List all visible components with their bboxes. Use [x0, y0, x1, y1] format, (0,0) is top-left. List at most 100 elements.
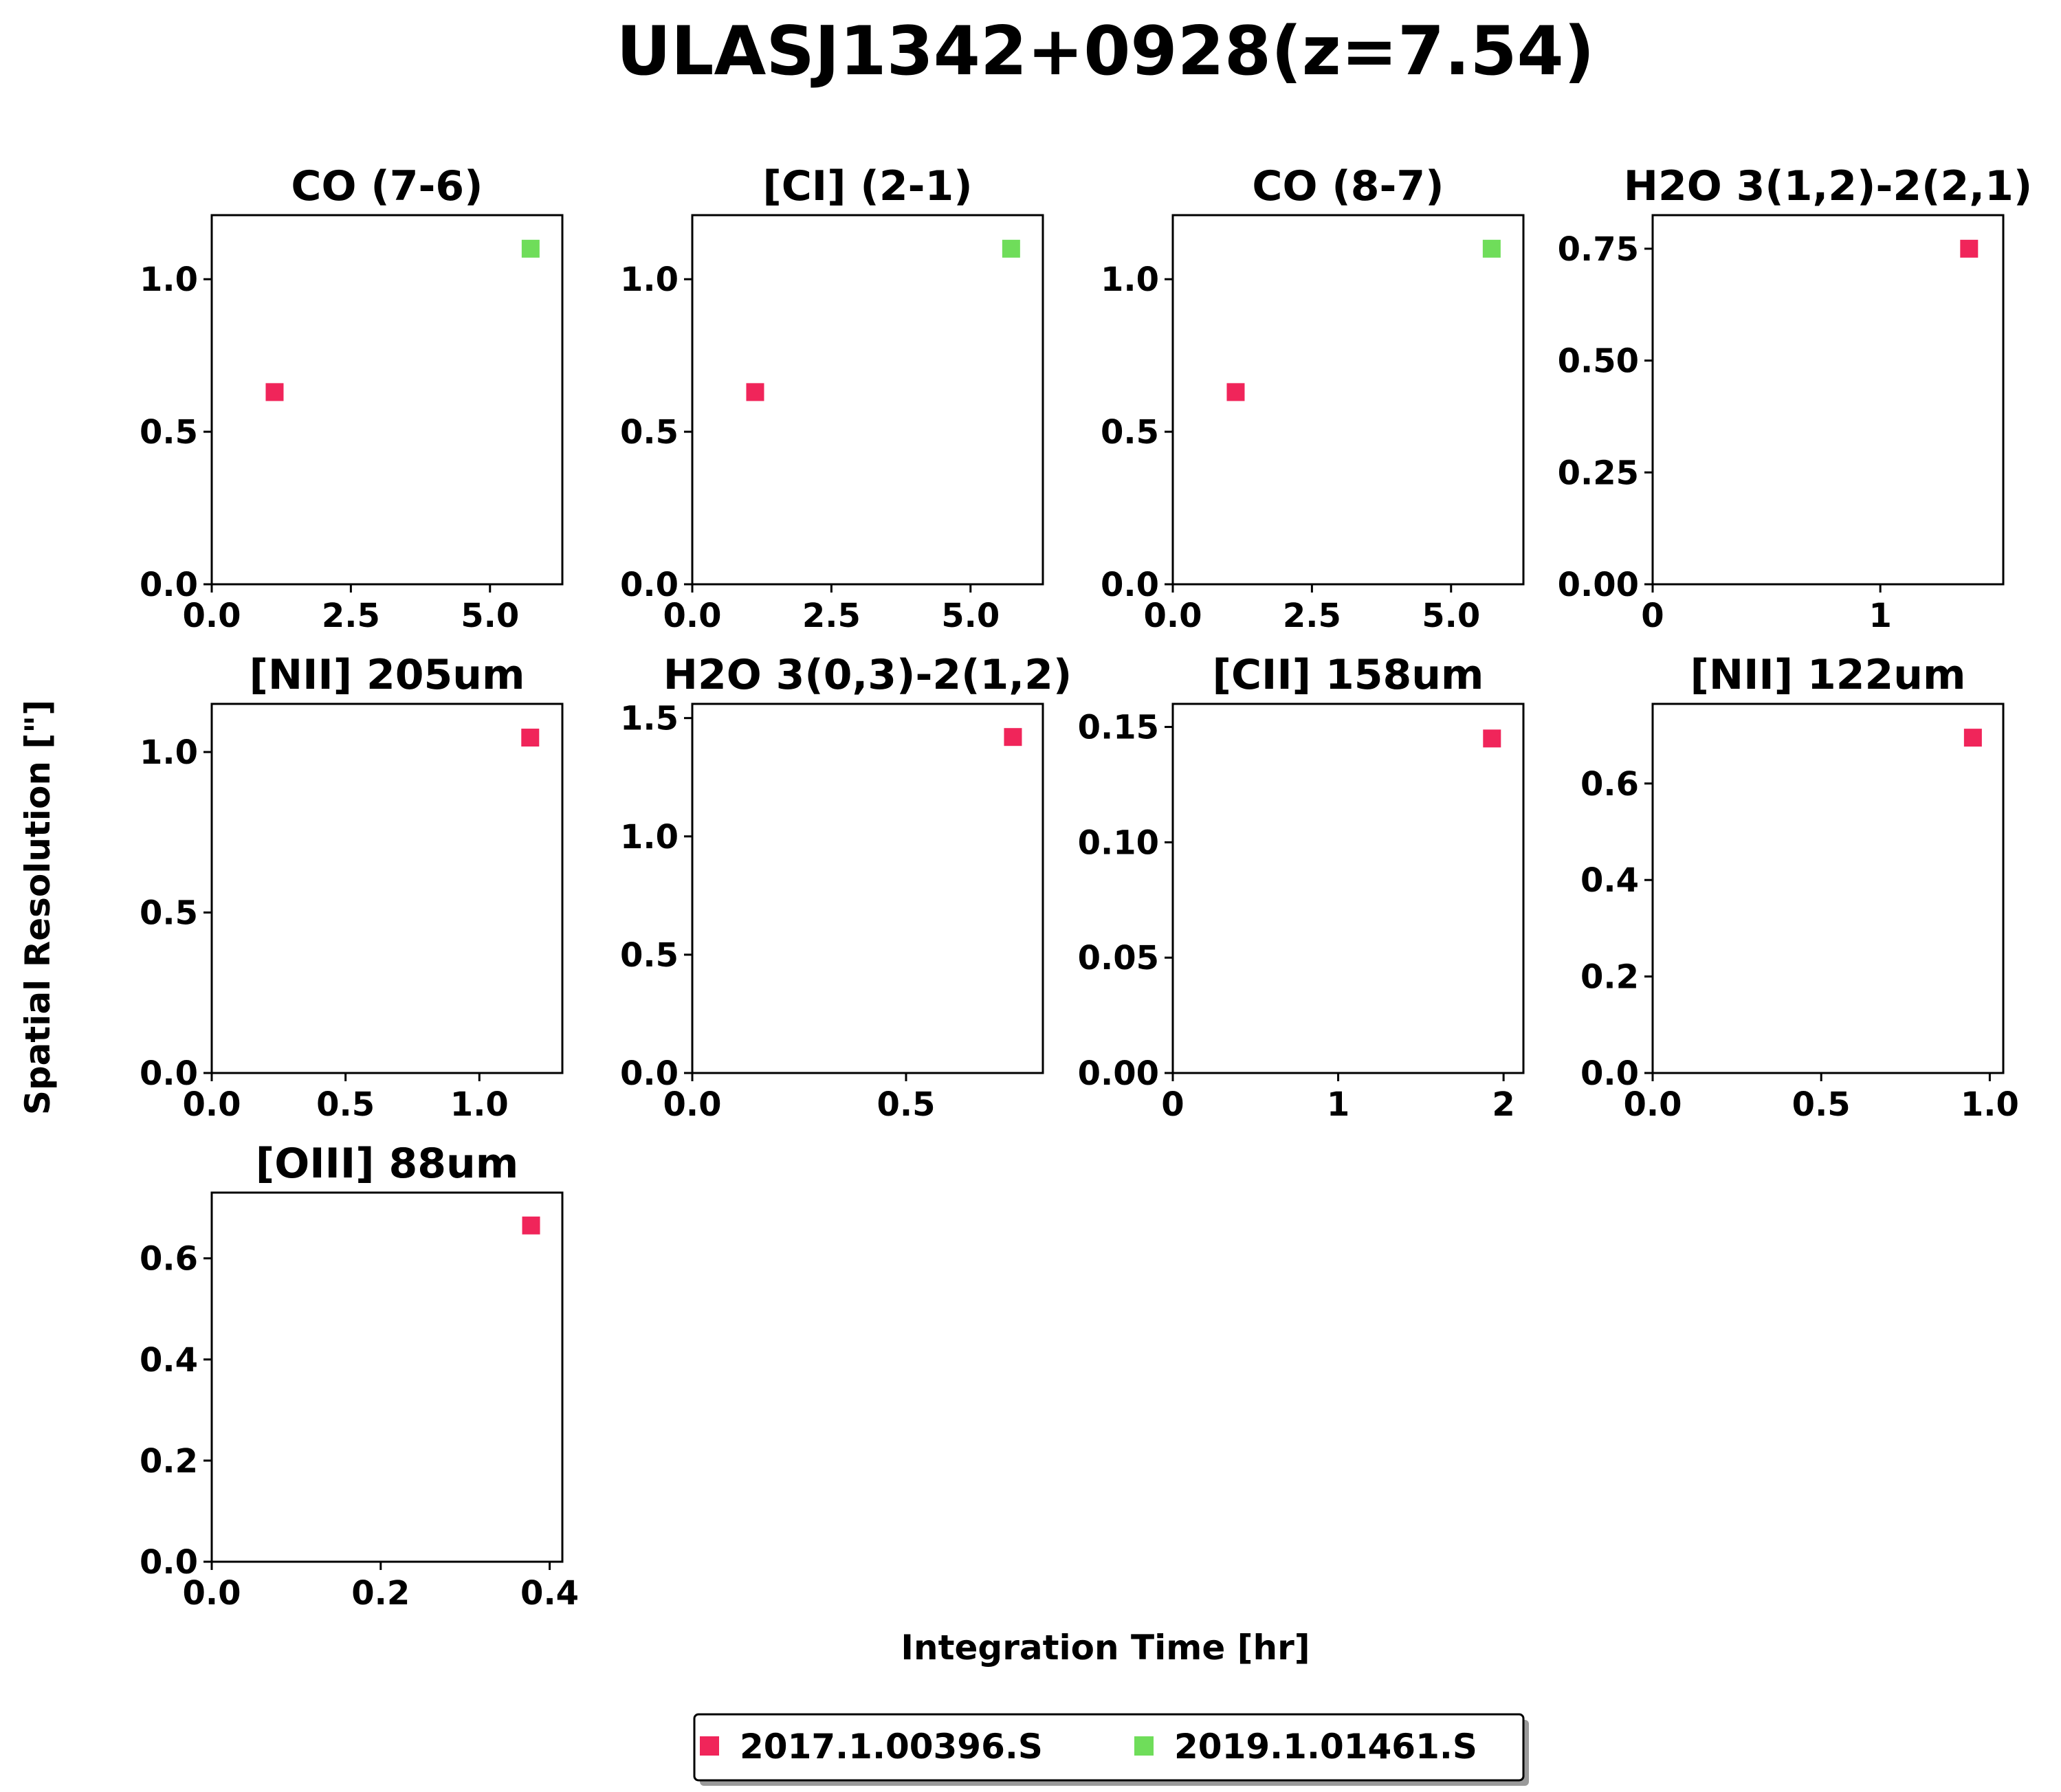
- y-tick-label: 0.5: [1101, 413, 1159, 452]
- y-tick-label: 0.75: [1558, 230, 1639, 269]
- x-tick-label: 1: [1327, 1085, 1349, 1124]
- y-axis-label: Spatial Resolution ["]: [18, 700, 58, 1115]
- y-tick-label: 0.0: [1101, 566, 1159, 604]
- y-tick-label: 0.0: [140, 1543, 198, 1582]
- x-tick-label: 2.5: [322, 597, 380, 635]
- plot-frame: [1651, 214, 2005, 586]
- plot-frame: [691, 214, 1044, 586]
- data-point-series-1: [521, 239, 540, 258]
- legend-label-series-0: 2017.1.00396.S: [740, 1727, 1043, 1767]
- y-tick-label: 0.6: [1580, 765, 1639, 804]
- y-tick-label: 0.15: [1078, 709, 1159, 747]
- subplot-8: [NII] 122um 0.0 0.5 1.0 0.0 0.2 0.4 0.6: [1580, 651, 2019, 1124]
- y-tick-label: 0.5: [140, 413, 198, 452]
- y-tick-label: 0.05: [1078, 939, 1159, 977]
- data-point-series-0: [1004, 728, 1022, 746]
- y-tick-label: 0.5: [620, 936, 679, 975]
- plot-frame: [210, 1191, 564, 1563]
- subplot-title: [NII] 205um: [249, 651, 525, 699]
- x-tick-label: 0.0: [1623, 1085, 1682, 1124]
- plot-frame: [1651, 703, 2005, 1074]
- legend: 2017.1.00396.S 2019.1.01461.S: [693, 1713, 1529, 1786]
- data-point-series-1: [1002, 239, 1020, 258]
- subplot-7: [CII] 158um 0 1 2 0.00 0.05 0.10 0.15: [1078, 651, 1525, 1124]
- y-tick-label: 0.00: [1078, 1054, 1159, 1093]
- data-point-series-0: [1960, 239, 1979, 258]
- y-tick-label: 0.50: [1558, 342, 1639, 381]
- y-tick-label: 0.6: [140, 1240, 198, 1279]
- subplot-title: [OIII] 88um: [256, 1140, 518, 1188]
- data-point-series-1: [1482, 239, 1501, 258]
- x-tick-label: 0: [1641, 597, 1664, 635]
- x-tick-label: 5.0: [461, 597, 519, 635]
- subplot-4: H2O 3(1,2)-2(2,1) 0 1 0.00 0.25 0.50 0.75: [1558, 162, 2033, 635]
- y-tick-label: 0.0: [620, 566, 679, 604]
- subplot-9: [OIII] 88um 0.0 0.2 0.4 0.0 0.2 0.4 0.6: [140, 1140, 579, 1613]
- x-tick-label: 0.0: [663, 1085, 721, 1124]
- y-tick-label: 0.0: [1580, 1054, 1639, 1093]
- plot-frame: [1171, 703, 1525, 1074]
- figure-title: ULASJ1342+0928(z=7.54): [616, 12, 1594, 91]
- x-tick-label: 5.0: [1422, 597, 1480, 635]
- x-tick-label: 5.0: [941, 597, 1000, 635]
- y-tick-label: 0.4: [140, 1341, 198, 1380]
- x-tick-label: 0.5: [877, 1085, 935, 1124]
- data-point-series-0: [1483, 729, 1501, 748]
- y-tick-label: 0.0: [140, 1054, 198, 1093]
- x-tick-label: 0: [1161, 1085, 1184, 1124]
- x-tick-label: 0.5: [316, 1085, 375, 1124]
- y-tick-label: 1.5: [620, 700, 679, 738]
- subplot-1: CO (7-6) 0.0 2.5 5.0 0.0 0.5 1.0: [140, 162, 564, 635]
- y-tick-label: 1.0: [140, 733, 198, 772]
- x-axis-label: Integration Time [hr]: [901, 1628, 1310, 1668]
- y-tick-label: 0.4: [1580, 861, 1639, 900]
- data-point-series-0: [746, 383, 764, 401]
- subplot-title: [NII] 122um: [1690, 651, 1965, 699]
- x-tick-label: 0.4: [520, 1574, 579, 1613]
- y-tick-label: 1.0: [140, 261, 198, 299]
- legend-marker-series-1: [1134, 1736, 1154, 1756]
- subplot-title: H2O 3(1,2)-2(2,1): [1624, 162, 2033, 210]
- y-tick-label: 0.00: [1558, 566, 1639, 604]
- plot-frame: [1171, 214, 1525, 586]
- y-tick-label: 1.0: [620, 818, 679, 856]
- legend-marker-series-0: [700, 1736, 719, 1756]
- subplot-title: CO (8-7): [1252, 162, 1444, 210]
- y-tick-label: 1.0: [1101, 261, 1159, 299]
- subplot-6: H2O 3(0,3)-2(1,2) 0.0 0.5 0.0 0.5 1.0 1.5: [620, 651, 1072, 1124]
- plot-frame: [691, 703, 1044, 1074]
- data-point-series-0: [1963, 729, 1982, 747]
- legend-frame: [693, 1713, 1525, 1782]
- data-point-series-0: [265, 383, 284, 401]
- subplot-grid: CO (7-6) 0.0 2.5 5.0 0.0 0.5 1.0 [CI] (2-1) 0.0 2…: [140, 162, 2032, 1613]
- x-tick-label: 0.0: [182, 1085, 241, 1124]
- x-tick-label: 0.5: [1792, 1085, 1851, 1124]
- y-tick-label: 0.5: [140, 894, 198, 933]
- data-point-series-0: [521, 729, 540, 747]
- x-tick-label: 2.5: [1283, 597, 1341, 635]
- subplot-title: CO (7-6): [291, 162, 483, 210]
- x-tick-label: 2.5: [802, 597, 861, 635]
- plot-frame: [210, 214, 564, 586]
- data-point-series-0: [522, 1216, 540, 1235]
- y-tick-label: 0.25: [1558, 454, 1639, 492]
- subplot-5: [NII] 205um 0.0 0.5 1.0 0.0 0.5 1.0: [140, 651, 564, 1124]
- y-tick-label: 0.10: [1078, 823, 1159, 862]
- x-tick-label: 0.2: [351, 1574, 410, 1613]
- y-tick-label: 0.2: [140, 1442, 198, 1481]
- x-tick-label: 1: [1869, 597, 1891, 635]
- x-tick-label: 1.0: [450, 1085, 509, 1124]
- x-tick-label: 0.0: [1143, 597, 1202, 635]
- y-tick-label: 0.0: [620, 1054, 679, 1093]
- subplot-2: [CI] (2-1) 0.0 2.5 5.0 0.0 0.5 1.0: [620, 162, 1044, 635]
- data-point-series-0: [1226, 383, 1245, 401]
- x-tick-label: 0.0: [182, 1574, 241, 1613]
- x-tick-label: 0.0: [663, 597, 721, 635]
- y-tick-label: 0.0: [140, 566, 198, 604]
- y-tick-label: 0.5: [620, 413, 679, 452]
- subplot-title: [CI] (2-1): [762, 162, 972, 210]
- plot-frame: [210, 703, 564, 1074]
- x-tick-label: 1.0: [1961, 1085, 2019, 1124]
- y-tick-label: 1.0: [620, 261, 679, 299]
